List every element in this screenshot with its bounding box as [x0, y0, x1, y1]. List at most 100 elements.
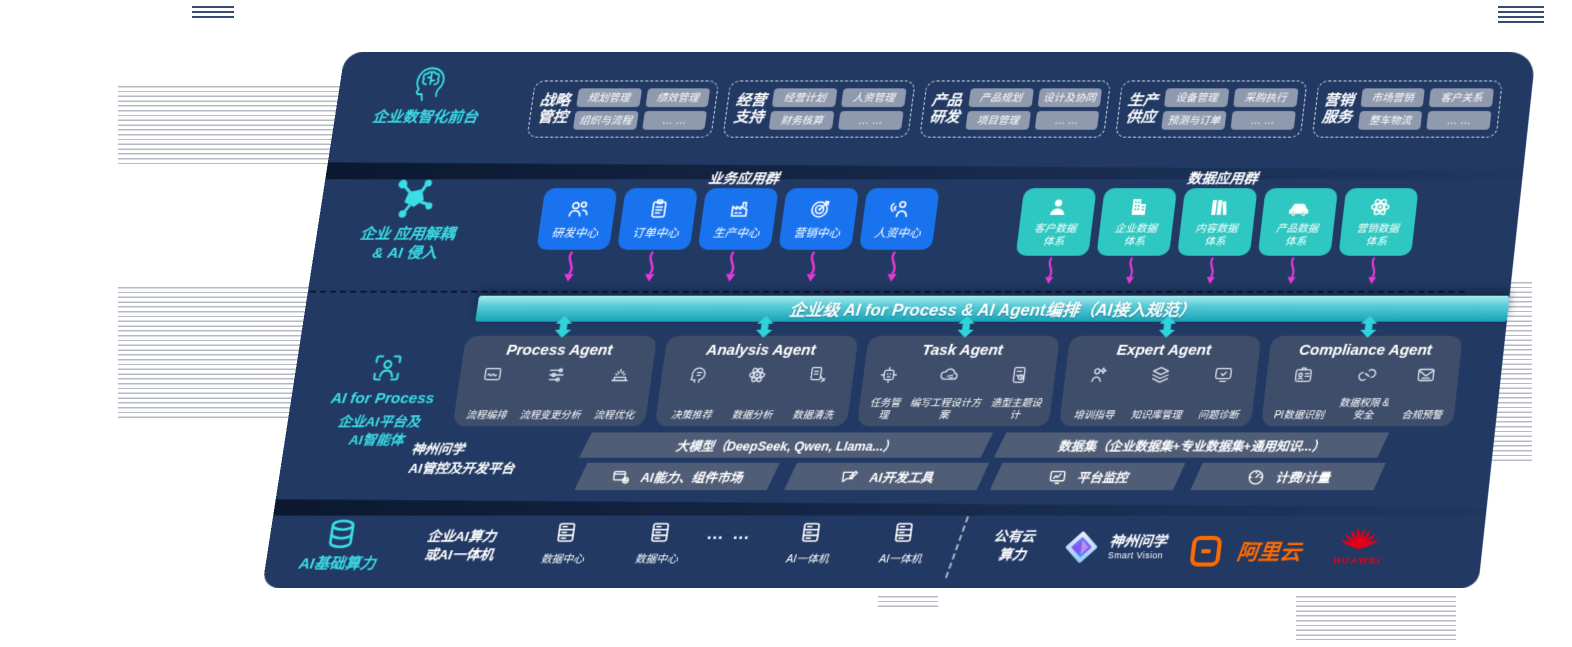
building-icon — [1131, 199, 1146, 216]
orchestration-band: 企业级 AI for Process & AI Agent编排（AI接入规范） — [475, 295, 1510, 322]
group-pill: 设备管理 — [1164, 88, 1230, 108]
layers-icon — [1149, 364, 1174, 386]
target-icon — [806, 197, 833, 221]
app-box-col: 订单中心 — [612, 188, 699, 283]
app-box-label: 生产中心 — [712, 227, 761, 240]
alert-mail-icon — [1414, 364, 1439, 386]
infra-node-datacenter: 数据中心 — [617, 520, 701, 567]
magenta-arrow — [1366, 256, 1380, 285]
group-production: 生产 供应 设备管理 采购执行 预测与订单 … … — [1115, 80, 1308, 138]
decoupling-section: 企业 应用解耦 & AI 侵入 业务应用群 研发中心 — [308, 168, 1524, 293]
agent-capability: 数据清洗 — [792, 362, 841, 421]
infrastructure-label: AI基础算力 — [297, 555, 377, 573]
model-cell-devtools: AI开发工具 — [784, 463, 989, 490]
group-title: 战略 管控 — [536, 92, 572, 126]
agent-capability: 培训指导 — [1073, 362, 1121, 421]
data-box-enterprise: 企业数据 体系 — [1096, 188, 1178, 256]
agent-capability: 问题诊断 — [1197, 362, 1245, 421]
agent-capability: 决策推荐 — [670, 362, 719, 421]
data-box-col: 内容数据 体系 — [1173, 188, 1258, 285]
agent-expert: Expert Agent 培训指导 知识库管理 问题诊断 — [1058, 315, 1262, 427]
group-operation: 经营 支持 经营计划 人资管理 财务核算 … … — [722, 80, 916, 138]
server-icon — [801, 522, 821, 542]
data-platform-box: 数据集（企业数据集+专业数据集+通用知识...） 平台监控 计费/计量 — [990, 432, 1389, 490]
server-icon — [557, 522, 576, 542]
data-cell-monitor: 平台监控 — [990, 463, 1186, 490]
data-box-marketing: 营销数据 体系 — [1338, 188, 1419, 256]
alicloud-logo — [1189, 535, 1223, 567]
data-box-customer: 客户数据 体系 — [1015, 188, 1097, 256]
front-office-rail: 企业数智化前台 — [333, 60, 524, 128]
glitch-stripes — [1498, 6, 1544, 24]
vendor-huawei: HUAWEI — [1321, 522, 1397, 567]
group-pill: 人资管理 — [841, 88, 907, 108]
vendor-smartvision: 神州问学 Smart Vision — [1060, 528, 1169, 567]
agent-capability: 数据分析 — [731, 362, 780, 421]
group-pill: … … — [641, 111, 708, 130]
group-pill: 客户关系 — [1429, 88, 1495, 108]
teal-connector-arrow — [553, 315, 573, 338]
magenta-arrow — [642, 250, 659, 283]
infra-ellipsis: … … — [705, 523, 754, 544]
infrastructure-section: AI基础算力 企业AI算力 或AI一体机 数据中心 数据中心 … … AI一体机 — [262, 514, 1486, 588]
data-box-col: 企业数据 体系 — [1093, 188, 1178, 285]
magenta-arrow — [1204, 256, 1219, 285]
huawei-logo — [1340, 527, 1380, 551]
hr-icon — [887, 197, 914, 221]
ai-platform-label-en: AI for Process — [329, 390, 436, 408]
agent-analysis: Analysis Agent 决策推荐 数据分析 数据清洗 — [654, 315, 859, 427]
public-cloud-compute: 公有云 算力 — [992, 528, 1037, 563]
app-box-label: 订单中心 — [631, 227, 680, 240]
agent-capability: 流程变更分析 — [519, 362, 588, 421]
dev-platform-strip: 神州问学 AI管控及开发平台 大模型（DeepSeek, Qwen, Llama… — [277, 432, 1495, 492]
monitor-icon — [1046, 466, 1069, 486]
agent-compliance: Compliance Agent PI数据识别 数据权限 & 安全 合规预警 — [1260, 315, 1463, 427]
group-pill: 财务核算 — [769, 111, 835, 130]
infrastructure-rail: AI基础算力 — [264, 516, 416, 575]
infra-node-aibox: AI一体机 — [768, 520, 852, 567]
data-box-label: 客户数据 体系 — [1033, 223, 1078, 248]
training-icon — [1086, 364, 1111, 386]
agent-title: Expert Agent — [1115, 341, 1213, 359]
glitch-stripes — [118, 86, 344, 164]
teal-connector-arrow — [754, 315, 774, 338]
group-pill: 市场营销 — [1360, 88, 1426, 108]
app-box-label: 营销中心 — [792, 227, 841, 240]
agent-task: Task Agent 任务管理 编写工程设计方案 造型主题设计 — [856, 315, 1061, 427]
agent-capability: 流程优化 — [593, 362, 642, 421]
optimize-icon — [607, 364, 632, 386]
group-marketing: 营销 服务 市场营销 客户关系 整车物流 … … — [1311, 80, 1503, 138]
data-box-label: 企业数据 体系 — [1113, 223, 1158, 248]
id-card-icon — [1291, 364, 1316, 386]
model-bar: 大模型（DeepSeek, Qwen, Llama...） — [579, 432, 993, 457]
design-doc-icon — [1007, 364, 1032, 386]
magenta-arrow — [1285, 256, 1299, 285]
data-box-col: 产品数据 体系 — [1254, 188, 1339, 285]
app-box-col: 营销中心 — [774, 188, 860, 283]
car-icon — [1288, 204, 1310, 219]
factory-icon — [726, 197, 753, 221]
decision-icon — [684, 364, 709, 386]
magenta-arrow — [885, 250, 901, 283]
glitch-stripes — [192, 6, 234, 20]
data-box-label: 产品数据 体系 — [1275, 223, 1319, 248]
orchestration-band-title: 企业级 AI for Process & AI Agent编排（AI接入规范） — [787, 301, 1197, 320]
brain-icon — [415, 67, 445, 101]
group-pill: 经营计划 — [772, 88, 838, 108]
group-pill: … … — [1426, 111, 1492, 130]
app-box-order: 订单中心 — [616, 188, 699, 250]
agent-capability: 编写工程设计方案 — [903, 362, 991, 421]
infra-dashed-divider — [944, 516, 970, 579]
molecule-icon — [388, 178, 439, 218]
data-box-col: 营销数据 体系 — [1335, 188, 1419, 285]
database-icon — [322, 516, 362, 553]
infra-node-aibox: AI一体机 — [861, 520, 945, 567]
group-pill: 预测与订单 — [1161, 111, 1227, 130]
diagnose-icon — [1211, 364, 1236, 386]
flow-icon — [479, 364, 505, 386]
agent-title: Process Agent — [505, 341, 614, 359]
user-icon — [1049, 199, 1066, 216]
group-product: 产品 研发 产品规划 设计及协同 项目管理 … … — [919, 80, 1112, 138]
group-pill: 规划管理 — [576, 88, 642, 108]
